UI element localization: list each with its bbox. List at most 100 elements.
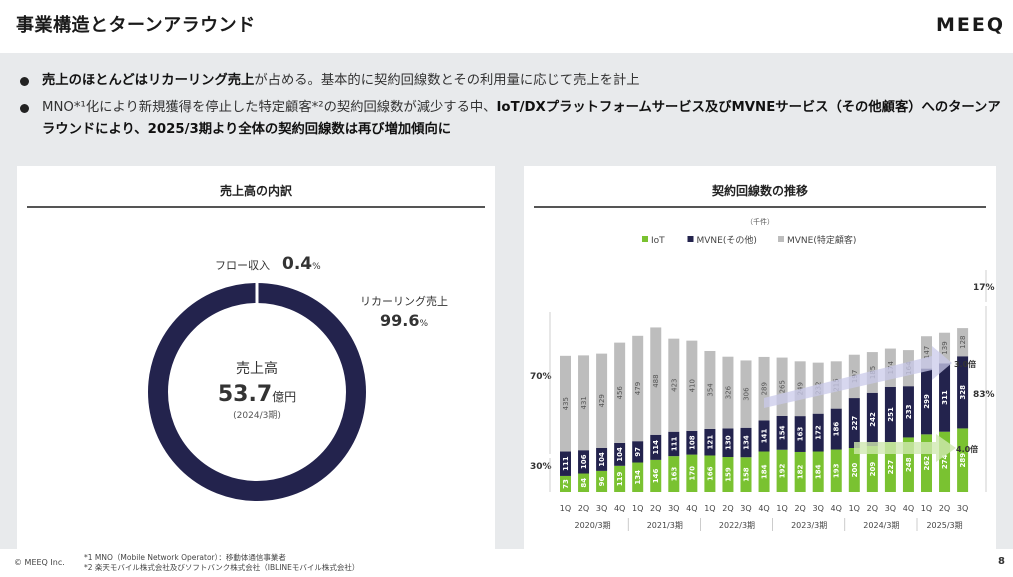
data-label-1-13: 163 <box>797 427 805 442</box>
bar-0-7 <box>686 454 698 492</box>
bar-1-7 <box>686 430 698 455</box>
data-label-0-22: 289 <box>959 453 967 468</box>
bar-2-22 <box>957 328 969 357</box>
data-label-2-21: 139 <box>941 341 949 354</box>
bar-1-19 <box>902 386 914 438</box>
data-label-2-6: 423 <box>670 379 678 392</box>
bullet-dot-icon <box>20 104 29 113</box>
bar-1-6 <box>668 431 680 457</box>
bar-0-5 <box>650 459 662 492</box>
data-label-1-14: 172 <box>815 425 823 440</box>
revenue-panel-title: 売上高の内訳 <box>27 182 485 208</box>
header-bar: 事業構造とターンアラウンド MEEQ <box>0 0 1013 53</box>
x-tick-label: 4Q <box>903 504 914 513</box>
bullet-dot-icon <box>20 77 29 86</box>
bar-2-5 <box>650 327 662 435</box>
legend-label-0: IoT <box>651 236 665 246</box>
recurring-revenue-label: リカーリング売上 <box>360 294 448 308</box>
bar-1-18 <box>884 386 896 443</box>
x-tick-label: 3Q <box>596 504 607 513</box>
bar-0-9 <box>722 457 734 492</box>
bar-1-14 <box>812 413 824 452</box>
bar-2-7 <box>686 340 698 431</box>
growth-arrow-iot <box>854 434 956 462</box>
data-label-0-20: 262 <box>923 456 931 471</box>
x-group-label: 2022/3期 <box>719 521 755 530</box>
data-label-1-8: 121 <box>706 435 714 450</box>
donut-center-label: 売上高 <box>236 360 278 377</box>
bullet-2-bold: IoT/DXプラットフォームサービス及びMVNEサービス（その他顧客）へのターン… <box>42 100 1001 137</box>
x-tick-label: 1Q <box>704 504 715 513</box>
data-label-1-3: 104 <box>616 447 624 462</box>
recurring-revenue-value: 99.6% <box>380 311 428 330</box>
data-label-1-15: 186 <box>833 422 841 437</box>
bar-2-3 <box>614 342 626 443</box>
right-share-label-others: 83% <box>973 390 995 400</box>
x-tick-label: 1Q <box>632 504 643 513</box>
bullet-list: 売上のほとんどはリカーリング売上が占める。基本的に契約回線数とその利用量に応じて… <box>16 70 1006 146</box>
legend-swatch-1 <box>687 236 694 242</box>
footer-bar: © MEEQ Inc. *1 MNO（Mobile Network Operat… <box>0 549 1013 577</box>
bar-1-5 <box>650 434 662 460</box>
bar-0-12 <box>776 449 788 492</box>
bar-1-16 <box>848 398 860 448</box>
data-label-0-3: 119 <box>616 471 624 486</box>
data-label-0-17: 209 <box>869 462 877 477</box>
data-label-1-2: 104 <box>598 452 606 467</box>
bar-1-3 <box>614 442 626 466</box>
bar-1-15 <box>830 408 842 450</box>
contract-lines-panel: 契約回線数の推移 （千件） IoT MVNE(その他) MVNE(特定顧客) 73 111… <box>524 166 996 550</box>
data-label-1-18: 251 <box>887 407 895 422</box>
bar-2-1 <box>578 355 590 451</box>
flow-revenue-label: フロー収入 0.4% <box>215 254 321 274</box>
data-label-0-15: 193 <box>833 463 841 478</box>
left-share-label-mvne-special: 70% <box>530 372 552 382</box>
bar-1-17 <box>866 392 878 447</box>
data-label-1-7: 108 <box>688 435 696 450</box>
left-share-label-others: 30% <box>530 462 552 472</box>
growth-label-iot: 4.0倍 <box>956 444 978 454</box>
bar-2-21 <box>939 332 951 364</box>
data-label-2-1: 431 <box>580 396 588 409</box>
bar-0-3 <box>614 465 626 492</box>
data-label-2-13: 249 <box>797 382 805 395</box>
data-label-2-8: 354 <box>706 383 714 397</box>
x-group-label: 2020/3期 <box>574 521 610 530</box>
data-label-2-20: 147 <box>923 346 931 359</box>
data-label-0-0: 73 <box>562 479 570 489</box>
bar-0-6 <box>668 456 680 492</box>
bar-0-21 <box>939 431 951 492</box>
x-tick-label: 1Q <box>776 504 787 513</box>
data-label-0-6: 163 <box>670 467 678 482</box>
data-label-0-8: 166 <box>706 466 714 481</box>
bullet-item-2: MNO*¹化により新規獲得を停止した特定顧客*²の契約回線数が減少する中、IoT… <box>16 97 1006 141</box>
bar-2-12 <box>776 357 788 416</box>
page-title: 事業構造とターンアラウンド <box>16 15 256 36</box>
x-group-label: 2023/3期 <box>791 521 827 530</box>
data-label-1-10: 134 <box>743 435 751 450</box>
chart-unit-label: （千件） <box>746 217 774 226</box>
footnotes: *1 MNO（Mobile Network Operator）：移動体通信事業者… <box>84 553 359 573</box>
bar-0-4 <box>632 462 644 492</box>
data-label-1-12: 154 <box>779 425 787 440</box>
bar-2-10 <box>740 360 752 428</box>
bar-2-11 <box>758 356 770 421</box>
data-label-2-22: 128 <box>959 335 967 348</box>
bar-1-8 <box>704 428 716 456</box>
x-tick-label: 4Q <box>831 504 842 513</box>
right-share-label-mvne-special: 17% <box>973 283 995 293</box>
copyright-text: © MEEQ Inc. <box>14 558 65 567</box>
bar-1-20 <box>921 368 932 435</box>
x-tick-label: 2Q <box>578 504 589 513</box>
donut-center-period: (2024/3期) <box>233 410 281 421</box>
data-label-1-4: 97 <box>634 447 642 457</box>
bar-1-21 <box>939 363 951 432</box>
bar-0-15 <box>830 449 842 492</box>
bullet-1-text: が占める。基本的に契約回線数とその利用量に応じて売上を計上 <box>254 73 640 88</box>
bar-0-16 <box>848 448 860 492</box>
x-tick-label: 3Q <box>668 504 679 513</box>
footnote-1: *1 MNO（Mobile Network Operator）：移動体通信事業者 <box>84 553 286 562</box>
data-label-1-20: 299 <box>923 394 931 409</box>
data-label-0-7: 170 <box>688 466 696 481</box>
bar-1-1 <box>578 450 590 474</box>
